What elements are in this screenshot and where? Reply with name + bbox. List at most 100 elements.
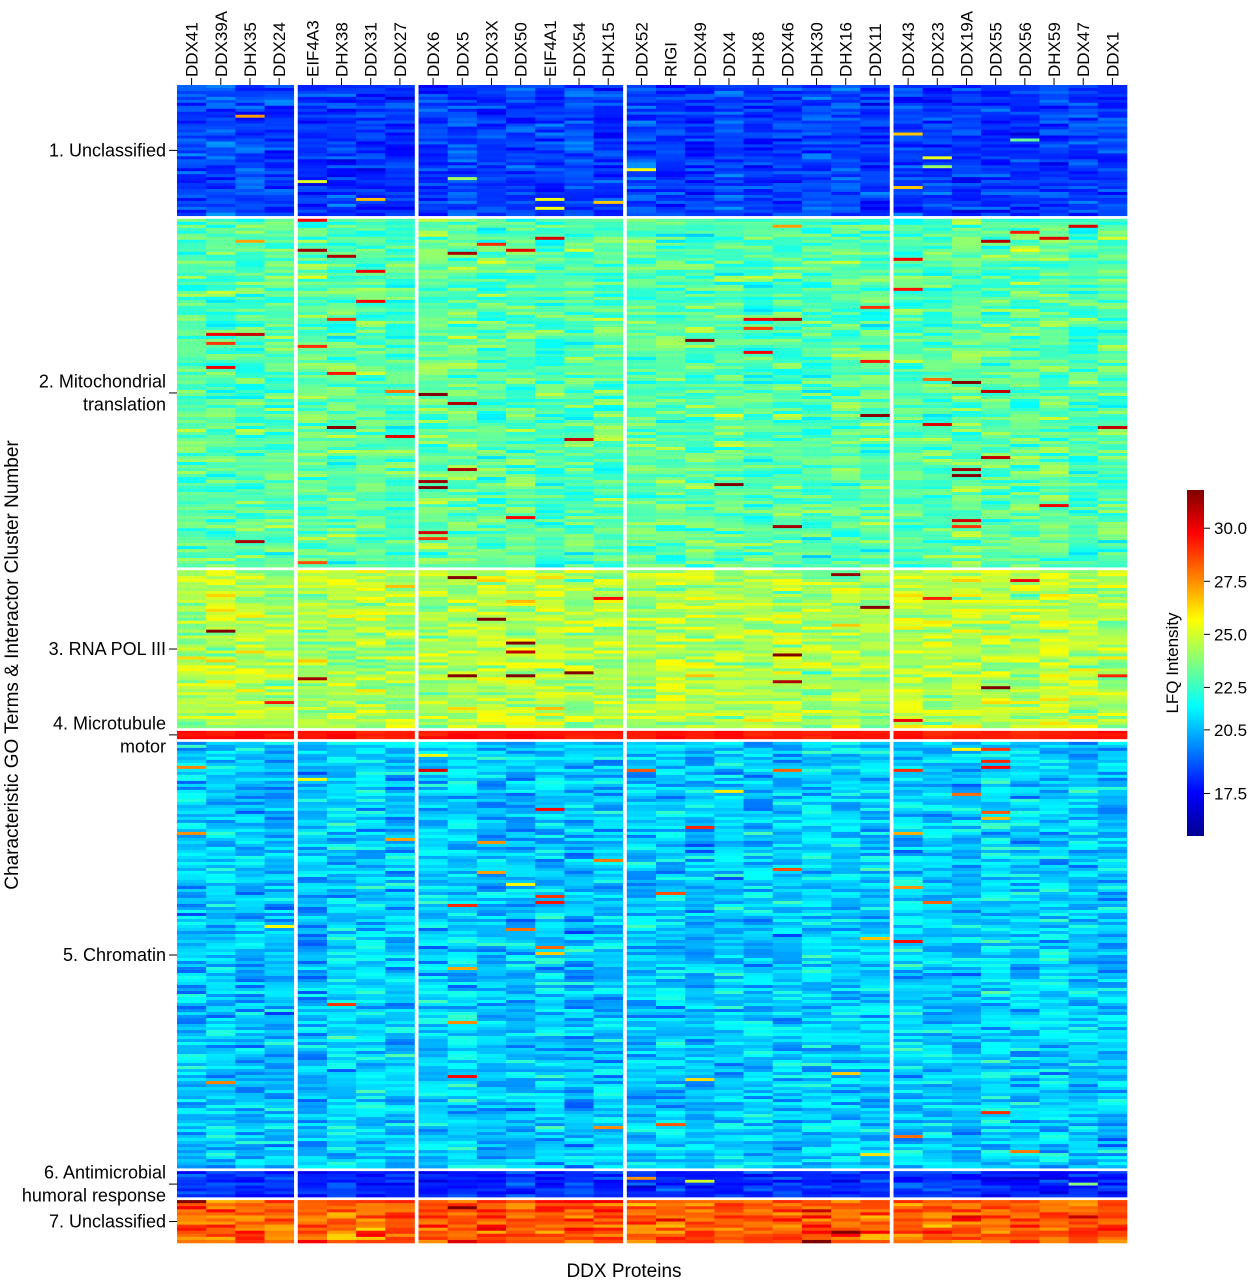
heatmap-cell <box>506 525 536 529</box>
heatmap-cell <box>1039 281 1069 286</box>
heatmap-cell <box>535 156 565 160</box>
heatmap-cell <box>1068 410 1099 415</box>
heatmap-cell <box>1039 206 1069 211</box>
heatmap-cell <box>656 323 686 328</box>
heatmap-cell <box>831 105 861 110</box>
heatmap-cell <box>1068 486 1099 490</box>
heatmap-cell <box>1068 117 1099 121</box>
heatmap-cell <box>1039 278 1069 283</box>
heatmap-cell <box>476 245 507 250</box>
heatmap-cell <box>177 501 207 505</box>
heatmap-cell <box>1068 311 1099 316</box>
heatmap-cell <box>772 206 803 211</box>
heatmap-cell <box>951 389 982 394</box>
heatmap-cell <box>893 377 923 382</box>
heatmap-cell <box>476 209 507 214</box>
heatmap-cell <box>685 135 715 139</box>
heatmap-cell <box>743 275 774 280</box>
heatmap-cell <box>593 108 624 113</box>
heatmap-cell <box>264 174 295 178</box>
heatmap-cell <box>922 471 953 475</box>
heatmap-cell <box>564 329 594 334</box>
heatmap-cell <box>418 150 448 154</box>
heatmap-cell <box>535 123 565 127</box>
heatmap-cell <box>447 302 478 307</box>
heatmap-cell <box>177 180 207 184</box>
heatmap-cell <box>893 356 923 361</box>
heatmap-cell <box>626 96 657 101</box>
heatmap-cell <box>685 438 715 442</box>
heatmap-cell <box>476 423 507 427</box>
heatmap-cell <box>326 245 357 250</box>
heatmap-cell <box>1039 549 1069 553</box>
heatmap-cell <box>418 120 448 124</box>
heatmap-cell <box>297 150 328 154</box>
heatmap-cell <box>922 129 953 133</box>
heatmap-cell <box>626 233 657 238</box>
heatmap-cell <box>447 194 478 199</box>
heatmap-cell <box>951 180 982 184</box>
heatmap-cell <box>264 141 295 145</box>
heatmap-cell <box>535 483 565 487</box>
heatmap-cell <box>656 254 686 259</box>
heatmap-cell <box>860 429 890 433</box>
heatmap-cell <box>801 429 832 433</box>
heatmap-cell <box>235 165 265 169</box>
heatmap-cell <box>860 302 890 307</box>
heatmap-cell <box>593 341 624 346</box>
heatmap-cell <box>922 186 953 190</box>
heatmap-cell <box>951 504 982 508</box>
heatmap-cell <box>922 233 953 238</box>
heatmap-cell <box>506 99 536 104</box>
heatmap-cell <box>656 87 686 92</box>
heatmap-cell <box>801 233 832 238</box>
heatmap-cell <box>385 477 415 481</box>
heatmap-cell <box>564 398 594 403</box>
heatmap-cell <box>206 483 236 487</box>
heatmap-cell <box>981 510 1011 514</box>
heatmap-cell <box>626 299 657 304</box>
heatmap-cell <box>981 254 1011 259</box>
heatmap-cell <box>714 498 744 502</box>
heatmap-cell <box>801 401 832 406</box>
heatmap-cell <box>206 242 236 247</box>
heatmap-cell <box>951 356 982 361</box>
heatmap-cell <box>506 317 536 322</box>
heatmap-cell <box>685 413 715 418</box>
heatmap-cell <box>476 320 507 325</box>
heatmap-cell <box>235 332 265 337</box>
heatmap-cell <box>593 287 624 292</box>
heatmap-cell <box>418 266 448 271</box>
heatmap-cell <box>385 114 415 118</box>
heatmap-cell <box>860 99 890 104</box>
heatmap-cell <box>297 383 328 388</box>
heatmap-cell <box>772 132 803 136</box>
heatmap-cell <box>177 293 207 298</box>
heatmap-cell <box>177 326 207 331</box>
heatmap-cell <box>714 85 744 89</box>
heatmap-cell <box>1010 123 1040 127</box>
heatmap-cell <box>564 293 594 298</box>
heatmap-cell <box>831 338 861 343</box>
heatmap-cell <box>297 308 328 313</box>
heatmap-cell <box>772 353 803 358</box>
heatmap-cell <box>1039 362 1069 367</box>
heatmap-cell <box>922 248 953 253</box>
heatmap-cell <box>356 308 386 313</box>
heatmap-cell <box>1010 561 1040 565</box>
heatmap-cell <box>685 380 715 385</box>
heatmap-cell <box>418 320 448 325</box>
heatmap-cell <box>656 537 686 541</box>
heatmap-cell <box>626 429 657 433</box>
heatmap-cell <box>476 99 507 104</box>
heatmap-cell <box>447 447 478 451</box>
heatmap-cell <box>801 510 832 514</box>
heatmap-cell <box>801 102 832 107</box>
heatmap-cell <box>356 344 386 349</box>
heatmap-cell <box>860 441 890 445</box>
heatmap-cell <box>981 453 1011 457</box>
heatmap-cell <box>356 135 386 139</box>
heatmap-cell <box>264 203 295 208</box>
heatmap-cell <box>951 85 982 89</box>
heatmap-cell <box>264 347 295 352</box>
